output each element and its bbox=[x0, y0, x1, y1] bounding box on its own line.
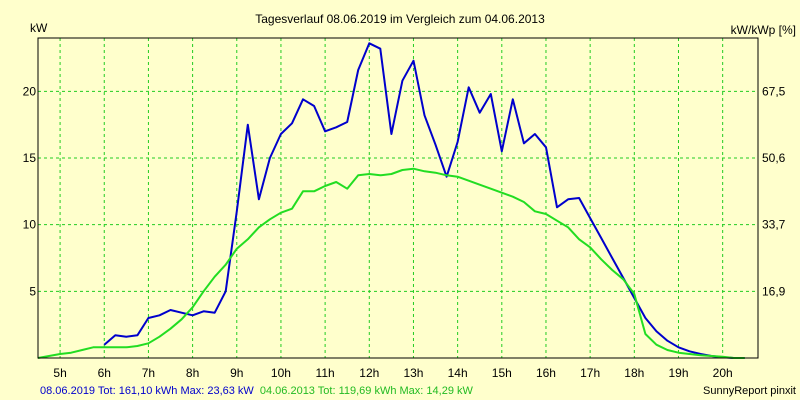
y-tick-label-right: 50,6 bbox=[762, 151, 786, 165]
plot-frame bbox=[37, 37, 759, 359]
x-tick-label: 10h bbox=[271, 366, 291, 380]
chart-title: Tagesverlauf 08.06.2019 im Vergleich zum… bbox=[255, 12, 545, 26]
y-axis-label-left: kW bbox=[30, 21, 48, 35]
series-line-1 bbox=[103, 42, 745, 359]
y-axis-label-right: kW/kWp [%] bbox=[731, 23, 796, 37]
y-tick-label-right: 16,9 bbox=[762, 284, 786, 298]
x-tick-label: 19h bbox=[668, 366, 688, 380]
x-tick-label: 9h bbox=[230, 366, 243, 380]
tick-labels: 5h 6h 7h 8h 9h 10h 11h 12h 13h 14h 15h 16h 17h 18h 19h… bbox=[23, 84, 786, 380]
y-tick-label-left: 5 bbox=[29, 284, 36, 298]
series-lines bbox=[37, 42, 745, 359]
x-tick-label: 14h bbox=[448, 366, 468, 380]
x-tick-label: 17h bbox=[580, 366, 600, 380]
stats-2013-text: 04.06.2013 Tot: 119,69 kWh Max: 14,29 kW bbox=[260, 385, 474, 397]
x-tick-label: 8h bbox=[186, 366, 199, 380]
x-tick-label: 20h bbox=[713, 366, 733, 380]
x-tick-label: 16h bbox=[536, 366, 556, 380]
y-tick-label-right: 33,7 bbox=[762, 218, 786, 232]
y-tick-label-left: 15 bbox=[23, 151, 37, 165]
grid bbox=[38, 38, 758, 358]
credit-text: SunnyReport pinxit bbox=[703, 385, 796, 397]
x-tick-label: 15h bbox=[492, 366, 512, 380]
x-tick-label: 12h bbox=[359, 366, 379, 380]
x-tick-label: 11h bbox=[316, 366, 335, 380]
x-tick-label: 6h bbox=[98, 366, 111, 380]
stats-2019: 08.06.2019 Tot: 161,10 kWh Max: 23,63 kW… bbox=[40, 385, 473, 397]
x-tick-label: 5h bbox=[53, 366, 66, 380]
series-line-2 bbox=[37, 167, 745, 359]
x-tick-label: 13h bbox=[403, 366, 423, 380]
x-tick-label: 18h bbox=[624, 366, 644, 380]
stats-2019-text: 08.06.2019 Tot: 161,10 kWh Max: 23,63 kW bbox=[40, 385, 254, 397]
x-tick-label: 7h bbox=[142, 366, 155, 380]
y-tick-label-left: 20 bbox=[23, 84, 37, 98]
y-tick-label-left: 10 bbox=[23, 218, 37, 232]
y-tick-label-right: 67,5 bbox=[762, 84, 786, 98]
